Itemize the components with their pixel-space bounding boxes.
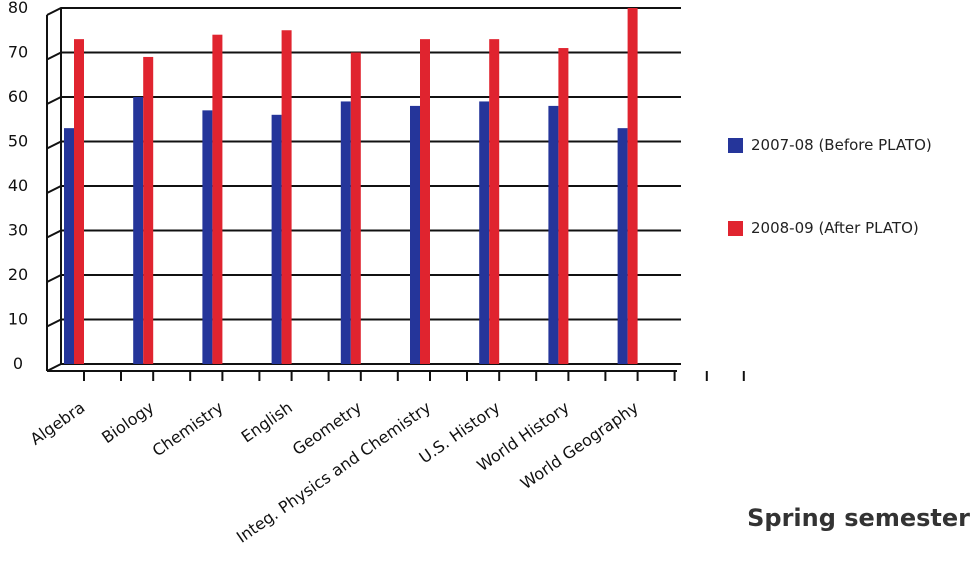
bar-after bbox=[420, 39, 430, 365]
bar-before bbox=[202, 110, 213, 364]
y-tick-label: 40 bbox=[8, 176, 28, 195]
bar-after bbox=[627, 8, 638, 364]
y-tick-label: 0 bbox=[13, 354, 23, 373]
bar-before bbox=[548, 105, 559, 365]
legend-label-series-1: 2007-08 (Before PLATO) bbox=[751, 136, 932, 154]
gridline bbox=[46, 7, 681, 16]
bars bbox=[64, 8, 638, 365]
y-tick-label: 30 bbox=[8, 221, 28, 240]
x-tick-label: Biology bbox=[98, 398, 157, 447]
y-tick-labels: 0 10 20 30 40 50 60 70 80 bbox=[8, 0, 28, 373]
bar-before bbox=[410, 105, 420, 365]
bar-before bbox=[271, 114, 282, 364]
x-tick-label: Chemistry bbox=[149, 398, 227, 461]
bar-before bbox=[340, 101, 351, 364]
bar-after bbox=[489, 39, 500, 365]
legend-item-series-2: 2008-09 (After PLATO) bbox=[728, 218, 932, 238]
legend: 2007-08 (Before PLATO) 2008-09 (After PL… bbox=[728, 135, 932, 238]
bar-after bbox=[143, 56, 154, 364]
bar-after bbox=[281, 30, 292, 364]
bar-after bbox=[212, 34, 223, 364]
legend-swatch-series-2 bbox=[728, 220, 743, 236]
y-tick-label: 70 bbox=[8, 43, 28, 62]
x-tick-label: English bbox=[238, 398, 296, 447]
y-tick-label: 10 bbox=[8, 310, 28, 329]
gridline bbox=[46, 51, 681, 61]
y-tick-label: 20 bbox=[8, 265, 28, 284]
y-tick-label: 50 bbox=[8, 132, 28, 151]
bar-after bbox=[558, 48, 569, 365]
legend-swatch-series-1 bbox=[728, 137, 743, 153]
axes bbox=[46, 8, 745, 381]
bar-before bbox=[479, 101, 490, 364]
chart-caption: Spring semester bbox=[747, 504, 970, 532]
legend-item-series-1: 2007-08 (Before PLATO) bbox=[728, 135, 932, 155]
x-tick-label: Algebra bbox=[27, 398, 89, 449]
bar-before bbox=[617, 128, 628, 364]
legend-label-series-2: 2008-09 (After PLATO) bbox=[751, 219, 919, 237]
bar-after bbox=[74, 39, 84, 365]
bar-before bbox=[64, 128, 74, 364]
x-tick-label: World Geography bbox=[517, 398, 642, 493]
bar-before bbox=[133, 97, 144, 364]
gridline bbox=[46, 363, 681, 372]
y-tick-label: 60 bbox=[8, 87, 28, 106]
bar-after bbox=[350, 52, 361, 364]
y-tick-label: 80 bbox=[8, 0, 28, 17]
